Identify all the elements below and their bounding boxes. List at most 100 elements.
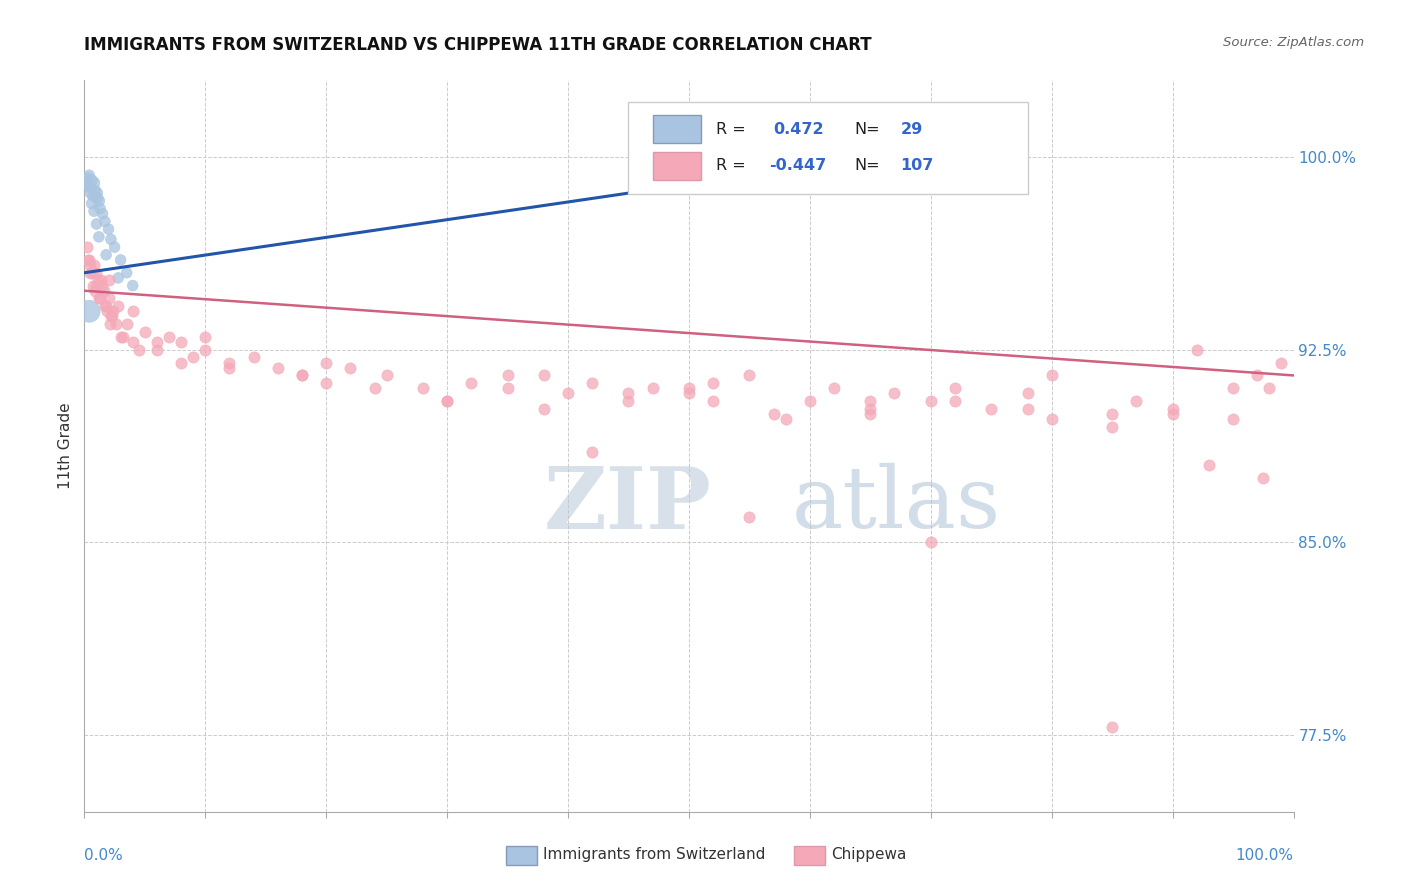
Point bbox=[101, 310, 124, 324]
Point bbox=[1101, 419, 1123, 434]
Point bbox=[267, 360, 290, 375]
Point bbox=[79, 181, 101, 195]
Point bbox=[84, 284, 107, 298]
Point bbox=[943, 381, 966, 395]
Point bbox=[436, 394, 458, 409]
Point bbox=[86, 266, 108, 280]
Point bbox=[84, 184, 107, 198]
Point bbox=[80, 196, 103, 211]
Point bbox=[80, 266, 103, 280]
Point bbox=[1185, 343, 1208, 357]
Point bbox=[87, 292, 110, 306]
Point bbox=[83, 176, 105, 190]
Point bbox=[77, 304, 100, 318]
Point bbox=[702, 376, 724, 391]
Point bbox=[496, 368, 519, 383]
Point bbox=[1258, 381, 1281, 395]
Point bbox=[146, 334, 169, 349]
Point bbox=[1101, 720, 1123, 734]
Point bbox=[93, 284, 115, 298]
Bar bbox=[652, 152, 702, 180]
Point bbox=[77, 170, 100, 185]
Point bbox=[89, 202, 111, 216]
Text: 0.0%: 0.0% bbox=[84, 848, 124, 863]
Point bbox=[678, 381, 700, 395]
Point bbox=[90, 273, 112, 287]
Point bbox=[115, 317, 138, 331]
Point bbox=[87, 230, 110, 244]
Text: IMMIGRANTS FROM SWITZERLAND VS CHIPPEWA 11TH GRADE CORRELATION CHART: IMMIGRANTS FROM SWITZERLAND VS CHIPPEWA … bbox=[84, 36, 872, 54]
Point bbox=[86, 186, 108, 201]
Point bbox=[80, 173, 103, 187]
Text: ZIP: ZIP bbox=[544, 463, 711, 547]
Point bbox=[762, 407, 785, 421]
Point bbox=[146, 343, 169, 357]
Point bbox=[94, 248, 117, 262]
Point bbox=[1222, 381, 1244, 395]
Point bbox=[920, 394, 942, 409]
Point bbox=[86, 191, 108, 205]
Point bbox=[218, 355, 240, 369]
Point bbox=[859, 407, 882, 421]
Point bbox=[107, 299, 129, 313]
Point bbox=[980, 401, 1002, 416]
Point bbox=[194, 343, 217, 357]
Text: -0.447: -0.447 bbox=[769, 159, 825, 173]
Point bbox=[77, 252, 100, 267]
Point bbox=[436, 394, 458, 409]
Point bbox=[121, 304, 143, 318]
Point bbox=[1040, 412, 1063, 426]
Point bbox=[110, 252, 132, 267]
Point bbox=[170, 355, 193, 369]
Point bbox=[83, 204, 105, 219]
Point bbox=[242, 351, 264, 365]
Point bbox=[1246, 368, 1268, 383]
Point bbox=[76, 176, 98, 190]
Point bbox=[823, 381, 845, 395]
Point bbox=[77, 168, 100, 182]
Point bbox=[738, 509, 761, 524]
Point bbox=[943, 394, 966, 409]
Point bbox=[170, 334, 193, 349]
Point bbox=[100, 310, 122, 324]
Point bbox=[100, 232, 122, 246]
Point bbox=[86, 278, 108, 293]
Point bbox=[1017, 386, 1039, 401]
Point bbox=[1017, 401, 1039, 416]
Point bbox=[97, 292, 120, 306]
Point bbox=[107, 271, 129, 285]
Point bbox=[702, 394, 724, 409]
Point bbox=[77, 252, 100, 267]
Text: N=: N= bbox=[855, 122, 880, 136]
Point bbox=[86, 273, 108, 287]
Point bbox=[79, 186, 101, 201]
Point bbox=[581, 445, 603, 459]
Point bbox=[533, 401, 555, 416]
Point bbox=[641, 381, 664, 395]
Point bbox=[315, 376, 337, 391]
Point bbox=[859, 394, 882, 409]
Point bbox=[496, 381, 519, 395]
Text: 0.472: 0.472 bbox=[773, 122, 824, 136]
Point bbox=[110, 330, 132, 344]
Point bbox=[79, 258, 101, 272]
Point bbox=[678, 386, 700, 401]
Text: Source: ZipAtlas.com: Source: ZipAtlas.com bbox=[1223, 36, 1364, 49]
Point bbox=[91, 278, 114, 293]
Point bbox=[96, 304, 118, 318]
Point bbox=[339, 360, 361, 375]
Point bbox=[104, 317, 127, 331]
Point bbox=[98, 317, 121, 331]
Point bbox=[315, 355, 337, 369]
Point bbox=[799, 394, 821, 409]
Point bbox=[291, 368, 314, 383]
Text: N=: N= bbox=[855, 159, 880, 173]
Point bbox=[1270, 355, 1292, 369]
Point bbox=[94, 299, 117, 313]
Point bbox=[121, 334, 143, 349]
Text: Immigrants from Switzerland: Immigrants from Switzerland bbox=[543, 847, 765, 862]
Point bbox=[291, 368, 314, 383]
Point bbox=[115, 266, 138, 280]
Point bbox=[412, 381, 434, 395]
Point bbox=[1198, 458, 1220, 473]
